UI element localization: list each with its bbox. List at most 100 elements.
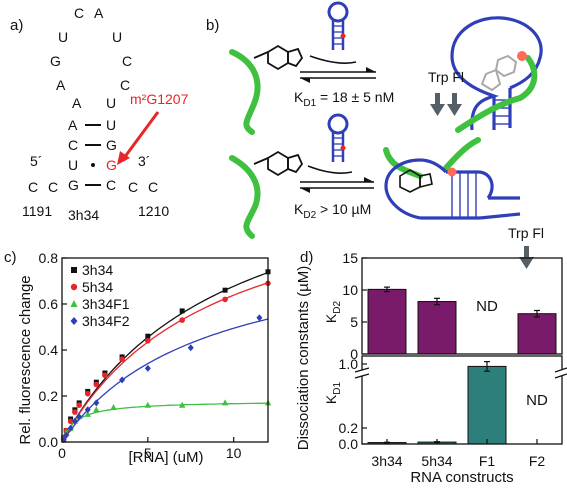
d-upper-frame xyxy=(361,257,563,355)
stem-nt: G xyxy=(106,137,117,153)
modified-g-nt: G xyxy=(106,157,117,173)
data-point-3h34F2 xyxy=(63,431,70,439)
peptide-strand xyxy=(229,155,261,239)
data-point-5h34 xyxy=(76,402,82,409)
data-point-3h34F1 xyxy=(84,410,91,417)
data-point-3h34F2 xyxy=(93,399,100,407)
c-y-tick-label: 0.6 xyxy=(39,296,59,312)
data-point-5h34 xyxy=(222,296,228,303)
tryptophan-icon xyxy=(253,44,304,71)
legend-marker-3h34F1 xyxy=(70,300,78,307)
data-point-3h34 xyxy=(179,308,185,314)
data-point-3h34F2 xyxy=(76,413,83,421)
panel-a-label: a) xyxy=(10,17,23,34)
panel-b: b) KD1 = 18 ± 5 nM xyxy=(206,1,544,269)
axis-break-icon xyxy=(354,367,567,379)
data-point-3h34F1 xyxy=(221,399,229,406)
d-upper-axis-label: KD2 xyxy=(323,301,343,324)
d-y-tick-label: 5 xyxy=(350,314,358,330)
c-x-tick-label: 0 xyxy=(58,445,66,461)
bar-F2 xyxy=(517,313,557,355)
loop-nt: U xyxy=(112,29,122,45)
loop-nt: A xyxy=(72,95,82,111)
data-point-5h34 xyxy=(145,338,151,344)
kd2-label: KD2 > 10 µM xyxy=(294,201,371,221)
rna-peptide-complex-2 xyxy=(383,137,521,220)
legend-marker-3h34F2 xyxy=(70,317,78,325)
data-point-3h34F2 xyxy=(187,344,194,352)
panel-c: c) Rel. fluorescence change [RNA] (uM) 0… xyxy=(4,249,272,466)
data-point-3h34 xyxy=(222,287,228,293)
c-y-tick-label: 0.2 xyxy=(39,388,59,404)
d-y-tick-label: 0 xyxy=(350,346,358,362)
fit-curve-5h34 xyxy=(61,282,269,443)
d-x-axis-label: RNA constructs xyxy=(410,469,513,486)
data-point-3h34F2 xyxy=(84,406,91,414)
end-position-label: 1210 xyxy=(138,203,169,219)
trp-fl-label-1: Trp Fl xyxy=(428,69,464,85)
loop-nt: G xyxy=(50,53,61,69)
stem-nt: C xyxy=(68,137,78,153)
stem-nt: C xyxy=(106,177,116,193)
nd-label: ND xyxy=(476,298,498,315)
c-x-axis-label: [RNA] (uM) xyxy=(129,449,204,466)
d-y-axis-label: Dissociation constants (µM) xyxy=(295,266,312,451)
panel-c-label: c) xyxy=(4,249,17,266)
d-upper-bars: 0 5 10 15 ND xyxy=(342,250,557,362)
d-y-tick-label: 0.2 xyxy=(339,420,359,436)
loop-nt: C xyxy=(74,5,84,21)
d-category-label: 5h34 xyxy=(421,453,452,469)
c-data-points xyxy=(60,269,272,444)
d-category-label: 3h34 xyxy=(371,453,402,469)
data-point-3h34F1 xyxy=(178,401,186,408)
start-position-label: 1191 xyxy=(22,203,52,219)
nd-label: ND xyxy=(526,392,548,409)
kd1-label: KD1 = 18 ± 5 nM xyxy=(294,89,394,109)
panel-d: d) Dissociation constants (µM) KD2 KD1 0… xyxy=(295,249,567,486)
down-arrow-icon xyxy=(519,246,534,269)
d-category-label: F2 xyxy=(529,453,546,469)
loop-nt: C xyxy=(120,77,130,93)
d-lower-axis-label: KD1 xyxy=(323,382,343,405)
data-point-3h34 xyxy=(145,333,151,339)
panel-d-label: d) xyxy=(300,249,313,266)
modification-arrow-head xyxy=(117,151,130,165)
c-plot-frame xyxy=(61,257,269,443)
d-y-tick-label: 10 xyxy=(342,282,358,298)
legend-marker-5h34 xyxy=(70,283,78,291)
panel-a: a) C A U G A A U C C U A U C G U G G C C… xyxy=(10,5,189,223)
data-point-3h34F1 xyxy=(93,406,100,413)
data-point-3h34F1 xyxy=(110,404,117,410)
loop-nt: A xyxy=(94,5,104,21)
loop-nt: U xyxy=(106,95,116,111)
tryptophan-icon xyxy=(253,150,304,177)
trp-fl-label-2: Trp Fl xyxy=(508,225,544,241)
legend-label: 3h34 xyxy=(82,262,113,278)
peptide-strand xyxy=(229,49,261,135)
d-lower-frame xyxy=(361,355,563,445)
d-category-label: F1 xyxy=(479,453,496,469)
c-y-axis-label: Rel. fluorescence change xyxy=(17,275,34,444)
bar-F1 xyxy=(467,365,507,445)
data-point-3h34F2 xyxy=(119,376,126,384)
equilibrium-arrows-2 xyxy=(300,165,374,193)
legend-label: 5h34 xyxy=(82,279,113,295)
bar-5h34 xyxy=(417,301,457,355)
c-y-tick-label: 0.8 xyxy=(39,250,59,266)
data-point-5h34 xyxy=(84,390,91,397)
c-x-tick-label: 10 xyxy=(226,445,242,461)
stem-nt: U xyxy=(106,117,116,133)
panel-b-label: b) xyxy=(206,17,219,34)
c-x-tick-label: 5 xyxy=(144,445,152,461)
data-point-3h34F2 xyxy=(256,314,263,322)
tail-nt: C xyxy=(28,179,38,195)
data-point-3h34F1 xyxy=(144,401,152,408)
data-point-5h34 xyxy=(72,409,78,415)
c-axis-ticks: 0 5 10 0.0 0.2 0.4 0.6 0.8 xyxy=(39,250,242,461)
data-point-5h34 xyxy=(102,372,108,379)
d-y-tick-label: 0.0 xyxy=(339,436,359,452)
data-point-5h34 xyxy=(93,381,100,388)
rna-hairpin-icon xyxy=(327,113,349,162)
